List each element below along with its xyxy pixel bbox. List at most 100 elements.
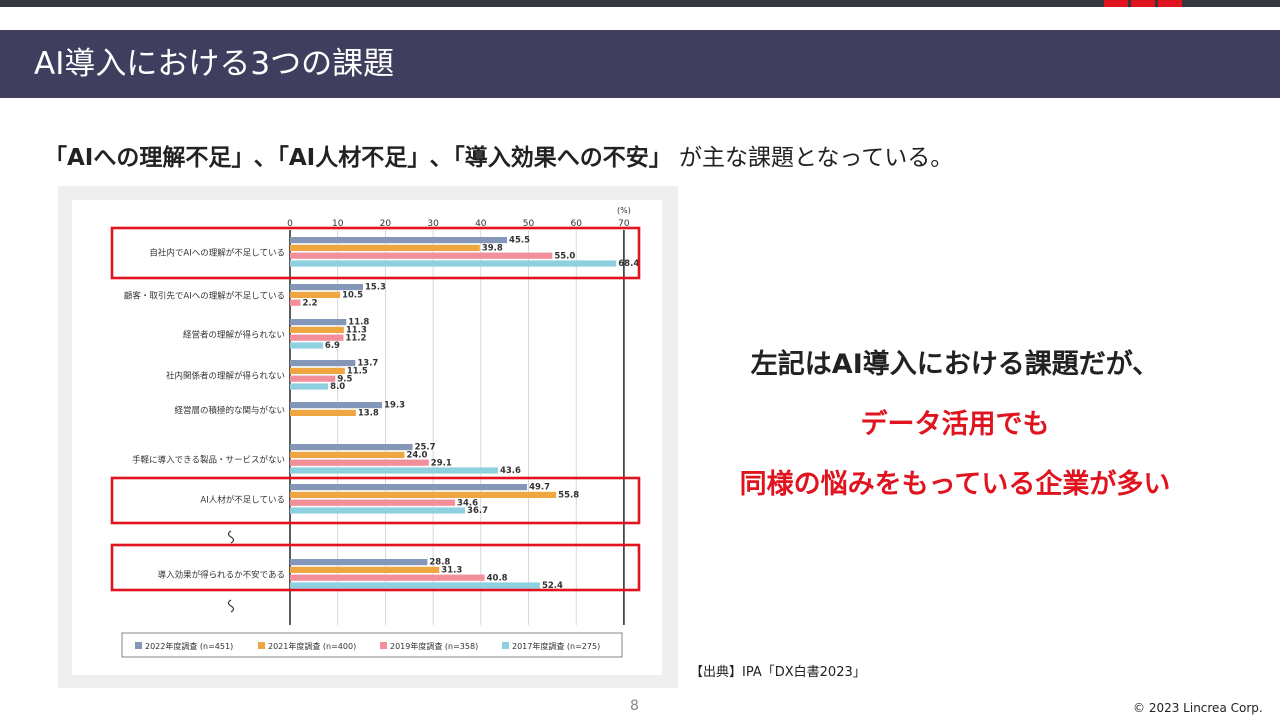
- bar: [290, 574, 485, 581]
- bar-value-label: 31.3: [441, 566, 462, 576]
- unit-label: (%): [617, 206, 631, 215]
- legend-label: 2021年度調査 (n=400): [268, 641, 356, 651]
- bar: [290, 319, 347, 326]
- x-tick-label: 30: [427, 219, 439, 229]
- bar-value-label: 68.4: [618, 259, 639, 269]
- page-number: 8: [630, 698, 639, 714]
- bar-value-label: 24.0: [406, 451, 427, 461]
- bar: [290, 507, 466, 514]
- axis-break-mark: [227, 530, 235, 544]
- legend-label: 2019年度調査 (n=358): [390, 641, 478, 651]
- bar: [290, 459, 429, 466]
- category-label: AI人材が不足している: [200, 495, 285, 506]
- bar-value-label: 49.7: [529, 483, 550, 493]
- bar-value-label: 8.0: [330, 382, 345, 392]
- brand-square: [1104, 0, 1128, 7]
- legend-swatch: [135, 642, 142, 649]
- bar-value-label: 25.7: [415, 443, 436, 453]
- axis-break-mark: [227, 599, 235, 613]
- bar: [290, 284, 363, 291]
- category-label: 社内関係者の理解が得られない: [166, 371, 285, 382]
- bar-value-label: 9.5: [337, 374, 352, 384]
- bar-value-label: 11.5: [347, 367, 368, 377]
- bar-value-label: 10.5: [342, 291, 363, 301]
- bar: [290, 291, 341, 298]
- x-tick-label: 50: [523, 219, 535, 229]
- category-label: 手軽に導入できる製品・サービスがない: [132, 455, 285, 466]
- bar: [290, 451, 405, 458]
- bar: [290, 467, 498, 474]
- brand-square: [1158, 0, 1182, 7]
- bar-value-label: 2.2: [302, 298, 317, 308]
- bar-value-label: 45.5: [509, 236, 530, 246]
- bar-value-label: 11.2: [345, 333, 366, 343]
- category-label: 経営層の積極的な関与がない: [174, 405, 285, 416]
- category-label: 導入効果が得られるか不安である: [158, 570, 285, 581]
- bar-value-label: 39.8: [482, 244, 503, 254]
- legend-swatch: [258, 642, 265, 649]
- category-label: 自社内でAIへの理解が不足している: [149, 248, 285, 259]
- bar-value-label: 40.8: [487, 573, 508, 583]
- bar-value-label: 55.0: [554, 251, 575, 261]
- legend-box: [121, 632, 623, 658]
- bar-value-label: 43.6: [500, 466, 521, 476]
- bar: [290, 326, 344, 333]
- source-citation: 【出典】IPA「DX白書2023」: [690, 665, 866, 680]
- bar: [290, 244, 480, 251]
- category-label: 経営者の理解が得られない: [183, 330, 285, 341]
- message-line-3: 同様の悩みをもっている企業が多い: [739, 469, 1171, 500]
- headline-rest: が主な課題となっている。: [679, 145, 954, 171]
- x-tick-label: 10: [332, 219, 344, 229]
- bar: [290, 367, 345, 374]
- bar: [290, 444, 413, 451]
- message-line-2: データ活用でも: [860, 409, 1050, 440]
- bar: [290, 409, 356, 416]
- headline-bold: 「AIへの理解不足」､「AI人材不足」､「導入効果への不安」: [44, 145, 672, 171]
- bar-value-label: 19.3: [384, 401, 405, 411]
- legend-label: 2022年度調査 (n=451): [145, 641, 233, 651]
- bar-value-label: 11.8: [348, 318, 369, 328]
- legend-label: 2017年度調査 (n=275): [512, 641, 600, 651]
- title-bar: AI導入における3つの課題: [0, 30, 1280, 98]
- top-bar: [0, 0, 1280, 7]
- bar: [290, 402, 383, 409]
- highlight-box: [110, 226, 641, 280]
- bar-value-label: 15.3: [365, 283, 386, 293]
- bar-value-label: 13.7: [357, 359, 378, 369]
- x-tick-label: 60: [570, 219, 582, 229]
- legend-swatch: [502, 642, 509, 649]
- bar: [290, 334, 344, 341]
- bar: [290, 484, 528, 491]
- headline: 「AIへの理解不足」､「AI人材不足」､「導入効果への不安」 が主な課題となって…: [44, 138, 953, 172]
- bar-value-label: 6.9: [325, 341, 340, 351]
- highlight-box: [110, 543, 641, 592]
- bar-value-label: 29.1: [431, 458, 452, 468]
- x-tick-label: 70: [618, 219, 630, 229]
- brand-square: [1131, 0, 1155, 7]
- bar: [290, 582, 540, 589]
- x-tick-label: 40: [475, 219, 487, 229]
- bar: [290, 342, 323, 349]
- bar: [290, 299, 301, 306]
- category-label: 顧客・取引先でAIへの理解が不足している: [124, 291, 285, 302]
- bar: [290, 491, 557, 498]
- copyright: © 2023 Lincrea Corp.: [1133, 701, 1263, 715]
- bar: [290, 237, 508, 244]
- bar: [290, 559, 428, 566]
- bar: [290, 360, 356, 367]
- bar-value-label: 55.8: [558, 491, 579, 501]
- bar: [290, 375, 336, 382]
- legend-swatch: [380, 642, 387, 649]
- slide-title: AI導入における3つの課題: [34, 46, 395, 82]
- message-line-1: 左記はAI導入における課題だが、: [750, 349, 1160, 380]
- bar: [290, 252, 553, 259]
- highlight-box: [110, 476, 641, 525]
- bar: [290, 383, 329, 390]
- x-tick-label: 20: [380, 219, 392, 229]
- x-tick-label: 0: [287, 219, 293, 229]
- bar: [290, 499, 456, 506]
- bar: [290, 566, 440, 573]
- bar-value-label: 34.6: [457, 498, 478, 508]
- bar-value-label: 36.7: [467, 506, 488, 516]
